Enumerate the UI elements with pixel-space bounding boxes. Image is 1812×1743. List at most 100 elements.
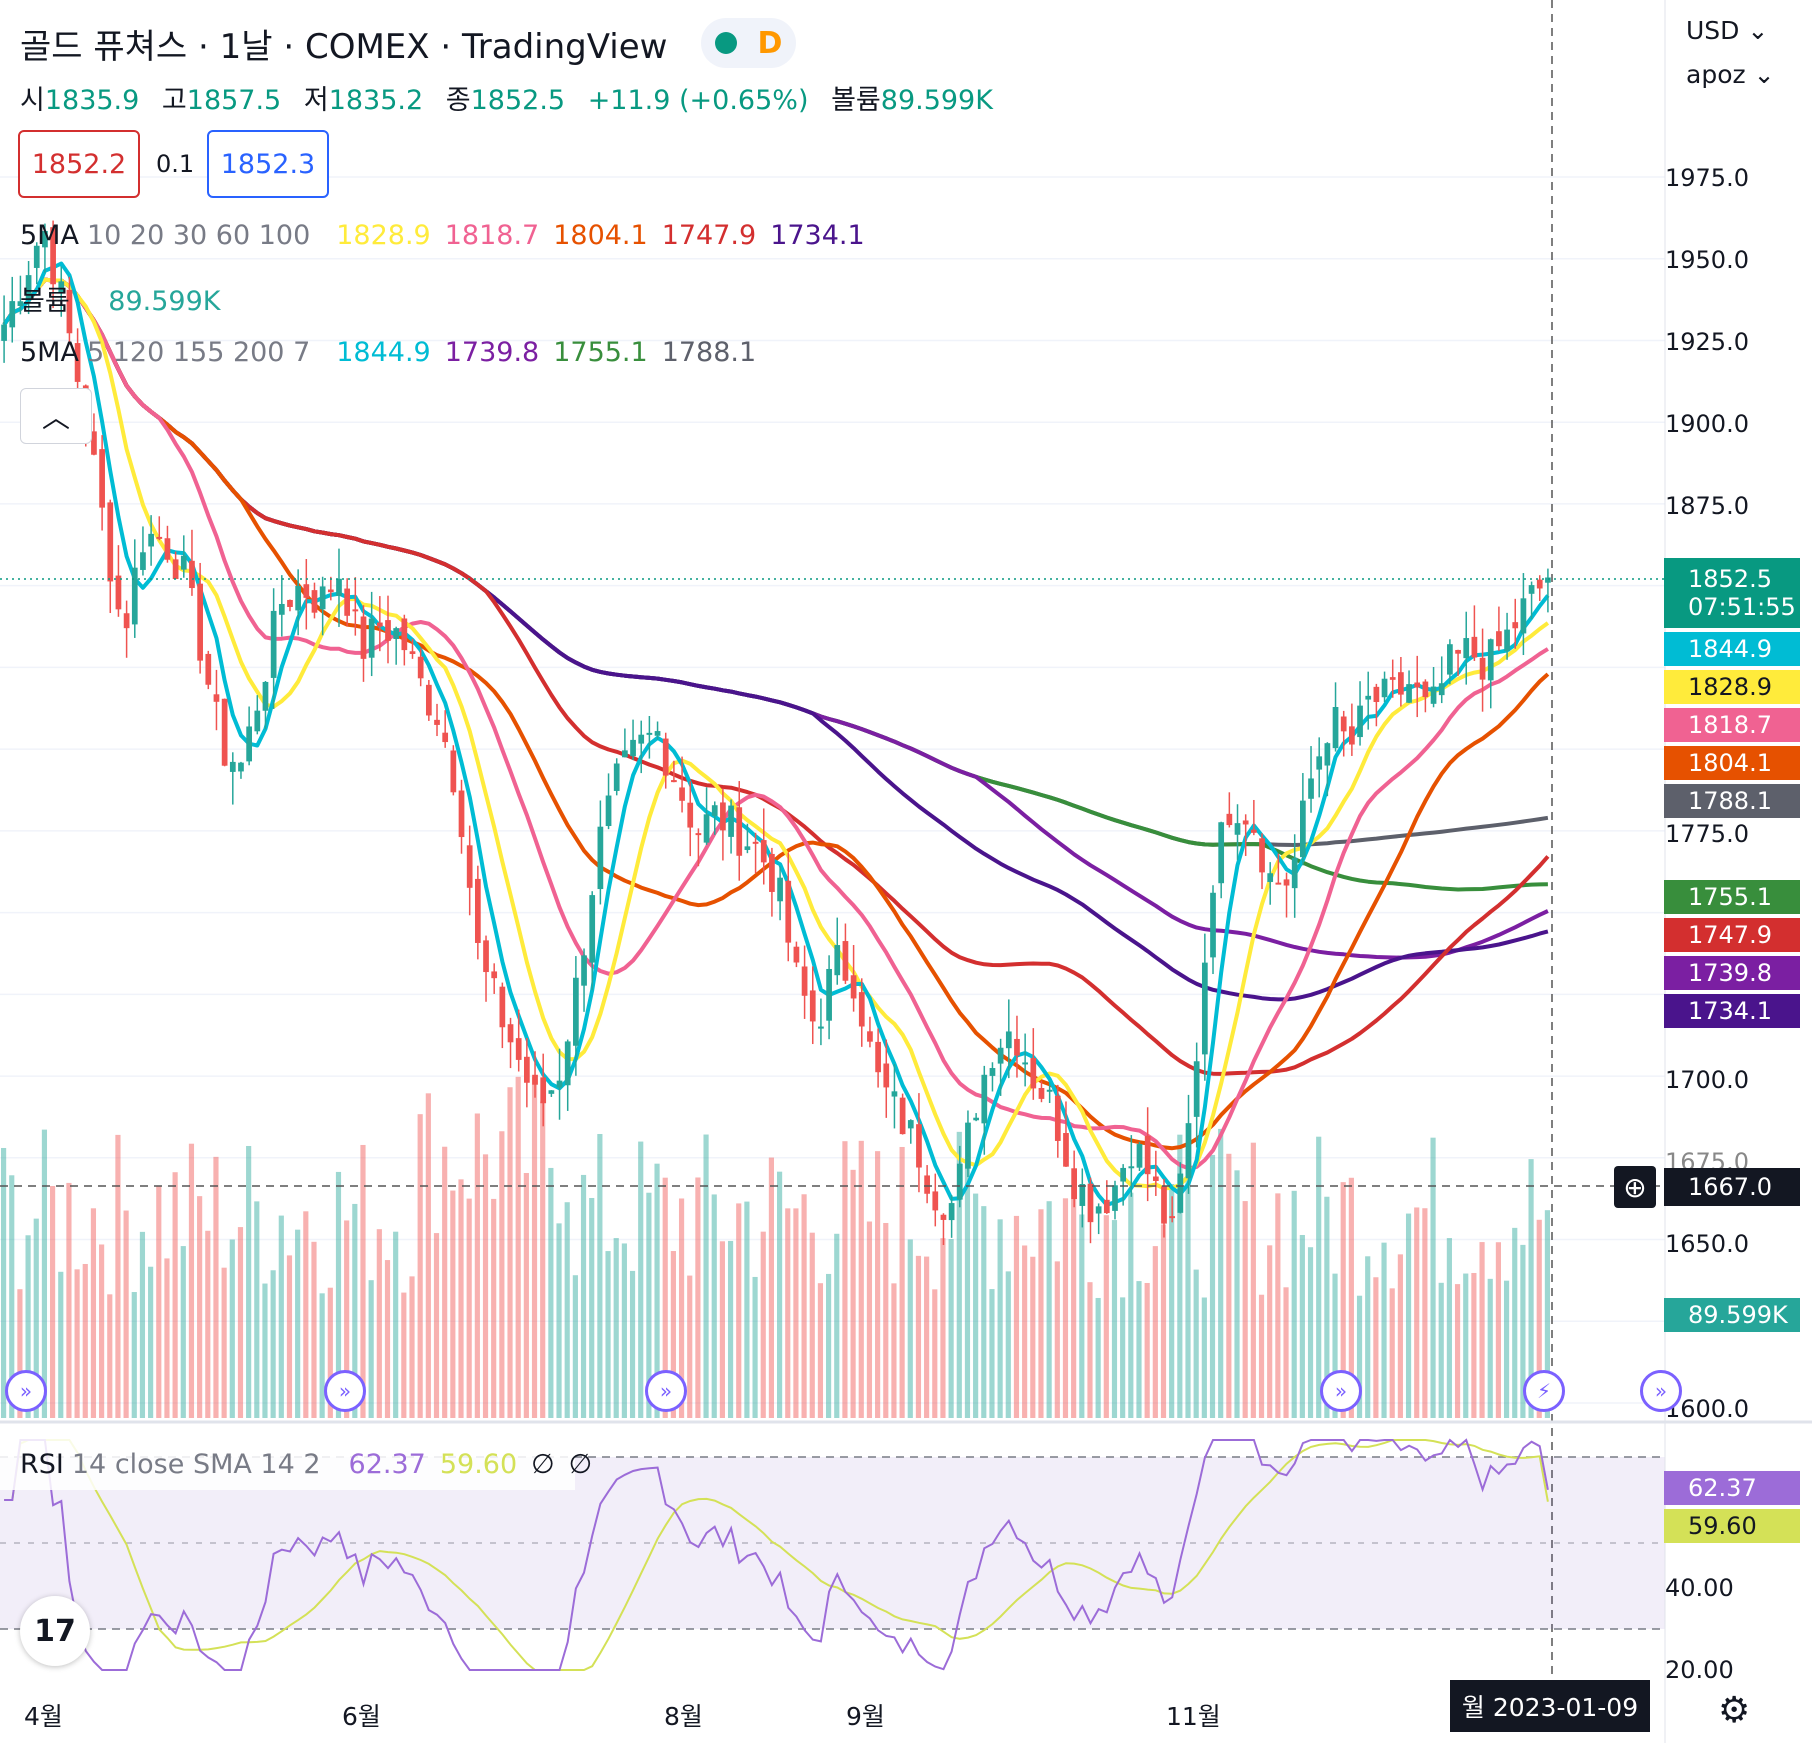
event-marker-icon[interactable]: » (324, 1370, 366, 1412)
volume-bar (1291, 1190, 1297, 1418)
volume-bar (1103, 1215, 1109, 1418)
volume-bar (401, 1292, 407, 1418)
volume-bar (50, 1185, 56, 1418)
volume-bar (180, 1246, 186, 1418)
candle-body (720, 802, 726, 831)
volume-bar (548, 1167, 554, 1418)
volume-bar (474, 1113, 480, 1418)
currency-select[interactable]: USD ⌄ (1686, 16, 1768, 45)
candle-body (711, 805, 718, 816)
candle-body (376, 622, 383, 627)
candle-body (1455, 649, 1461, 654)
ma120-line (2, 277, 1549, 960)
volume-bar (964, 1159, 971, 1418)
volume-bar (458, 1179, 464, 1418)
candle-body (818, 1026, 824, 1029)
candle-body (1373, 686, 1380, 702)
candle-body (1357, 705, 1363, 738)
volume-bar (295, 1229, 301, 1418)
volume-legend[interactable]: 볼륨 89.599K (20, 279, 220, 318)
volume-bar (1414, 1207, 1420, 1418)
ma-legend-2[interactable]: 5MA 5 120 155 200 7 1844.9 1739.8 1755.1 1788… (20, 337, 770, 368)
candle-body (1014, 1038, 1020, 1056)
candle-body (932, 1191, 939, 1211)
volume-bar (82, 1263, 88, 1418)
volume-bar (1136, 1281, 1142, 1418)
volume-bar (1365, 1256, 1371, 1418)
ma100-price-label: 1734.1 (1664, 994, 1800, 1028)
volume-bar (670, 1251, 676, 1418)
event-marker-icon[interactable]: » (645, 1370, 687, 1412)
candle-body (417, 656, 424, 679)
candle-body (524, 1056, 530, 1083)
candle-body (99, 449, 105, 508)
candle-body (1414, 682, 1421, 688)
volume-bar (564, 1202, 570, 1418)
buy-button[interactable]: 1852.3 (207, 130, 329, 198)
ma155-value: 1755.1 (553, 337, 648, 368)
ma60-line (2, 277, 1550, 1076)
gear-icon[interactable]: ⚙ (1718, 1690, 1751, 1731)
lightning-icon[interactable]: ⚡ (1523, 1370, 1565, 1412)
volume-bar (1030, 1256, 1036, 1418)
event-marker-icon[interactable]: » (1320, 1370, 1362, 1412)
candle-body (858, 992, 865, 1027)
volume-bar (156, 1186, 162, 1418)
crosshair-date-label: 월 2023-01-09 (1450, 1680, 1650, 1732)
sell-button[interactable]: 1852.2 (18, 130, 140, 198)
volume-bar (270, 1270, 276, 1418)
candle-body (589, 895, 596, 963)
volume-bar (1299, 1234, 1305, 1418)
volume-bar (1307, 1247, 1314, 1418)
spread-value: 0.1 (156, 150, 195, 178)
collapse-legend-button[interactable]: ︿ (20, 388, 92, 444)
event-marker-icon[interactable]: » (5, 1370, 47, 1412)
ma60-price-label: 1747.9 (1664, 918, 1800, 952)
candle-body (1430, 686, 1437, 704)
rsi-price-label: 62.37 (1664, 1471, 1800, 1505)
candle-body (630, 739, 636, 757)
add-alert-button[interactable]: ⊕ (1614, 1166, 1656, 1208)
user-select[interactable]: apoz ⌄ (1686, 60, 1775, 89)
rsi-legend[interactable]: RSI 14 close SMA 14 2 62.37 59.60 ∅ ∅ (0, 1438, 592, 1490)
volume-bar (172, 1172, 178, 1418)
volume-bar (1152, 1246, 1158, 1418)
price-tick: 1875.0 (1665, 492, 1749, 520)
candle-body (499, 986, 506, 1028)
candle-body (50, 227, 56, 285)
candle-body (1536, 579, 1543, 589)
candle-body (752, 841, 759, 844)
candle-body (140, 552, 146, 570)
event-marker-icon[interactable]: » (1640, 1370, 1682, 1412)
candle-body (1487, 639, 1494, 681)
volume-bar (1356, 1295, 1363, 1418)
time-tick: 9월 (846, 1702, 885, 1731)
candle-body (229, 761, 236, 772)
tradingview-logo-icon[interactable]: 17 (20, 1596, 90, 1666)
volume-bar (115, 1134, 121, 1418)
volume-bar (58, 1271, 64, 1418)
candle-body (393, 628, 400, 640)
market-status-pill[interactable]: D (701, 18, 797, 68)
volume-bar (1275, 1193, 1281, 1418)
candle-body (1291, 857, 1298, 889)
candle-body (703, 814, 710, 843)
volume-bar (1209, 1154, 1216, 1418)
volume-bar (1405, 1213, 1412, 1418)
rsi-legend-sma: 59.60 (439, 1448, 518, 1480)
volume-bar (687, 1275, 693, 1418)
volume-bar (678, 1198, 685, 1418)
volume-bar (580, 1174, 587, 1418)
volume-bar (164, 1258, 170, 1418)
candle-body (899, 1097, 906, 1135)
ma-legend-1[interactable]: 5MA 10 20 30 60 100 1828.9 1818.7 1804.1 1747… (20, 220, 879, 251)
candle-body (425, 684, 432, 716)
volume-bar (1242, 1201, 1248, 1418)
volume-bar (785, 1208, 791, 1418)
volume-bar (572, 1275, 578, 1418)
price-tick: 1900.0 (1665, 410, 1749, 438)
volume-bar (1120, 1297, 1126, 1418)
candle-body (597, 826, 604, 890)
volume-bar (597, 1133, 603, 1418)
